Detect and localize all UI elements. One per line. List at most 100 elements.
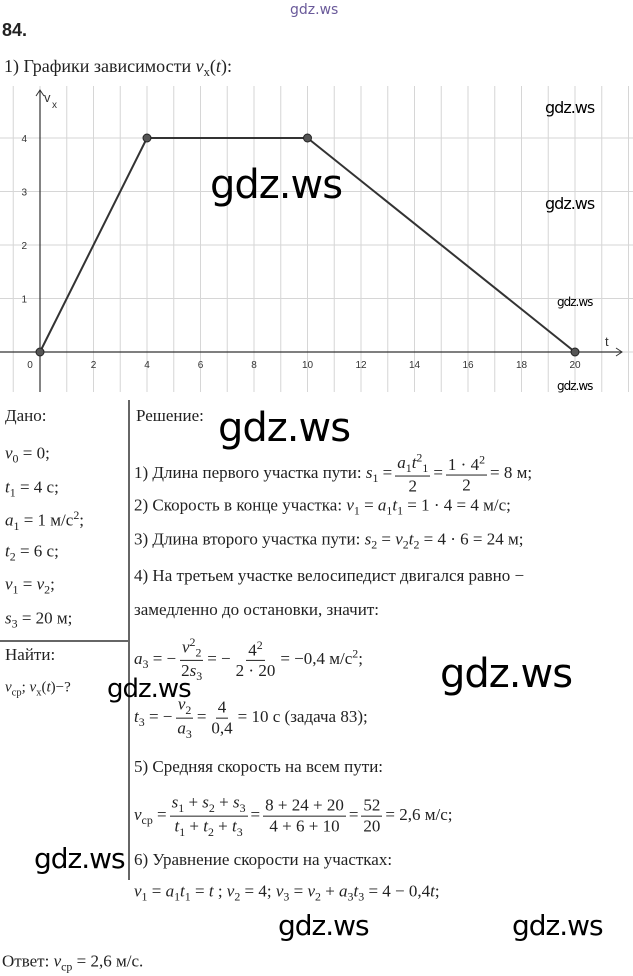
- y-axis-arrow: [35, 89, 45, 97]
- text: ;: [21, 679, 30, 696]
- math-variable: t: [411, 453, 417, 473]
- math-variable: v: [395, 529, 403, 549]
- text: 4 + 6 + 10: [269, 816, 340, 836]
- x-axis-label: t: [605, 334, 609, 349]
- superscript: 2: [189, 634, 196, 649]
- fraction-denominator: t1 + t2 + t3: [172, 817, 244, 840]
- text: = 6 с;: [15, 541, 59, 561]
- x-tick-label: 8: [251, 360, 257, 371]
- text: )−?: [50, 679, 71, 696]
- text: 2) Скорость в конце участка:: [134, 495, 347, 515]
- fraction-denominator: a3: [175, 719, 193, 742]
- problem-number: 84.: [2, 20, 28, 40]
- subscript: 3: [347, 889, 354, 904]
- data-point: [35, 347, 45, 357]
- text: = −: [144, 706, 173, 726]
- solution-line: v1 = a1t1 = t ; v2 = 4; v3 = v2 + a3t3 =…: [134, 881, 440, 904]
- solution-line: 6) Уравнение скорости на участках:: [134, 850, 392, 870]
- watermark: gdz.ws: [545, 98, 595, 117]
- watermark: gdz.ws: [218, 405, 351, 451]
- math-variable: s: [364, 529, 372, 549]
- velocity-segment: [39, 137, 148, 353]
- subscript: 1: [174, 889, 181, 904]
- subscript: 3: [283, 889, 290, 904]
- text: = −0,4 м/с: [280, 648, 353, 668]
- math-variable: v: [134, 804, 142, 824]
- fraction-numerator: 8 + 24 + 20: [263, 796, 346, 817]
- text: 0,4: [211, 718, 233, 738]
- math-variable: t: [174, 816, 180, 836]
- text: = 4 − 0,4: [364, 881, 431, 901]
- solution-line: замедленно до остановки, значит:: [134, 600, 379, 620]
- watermark: gdz.ws: [512, 909, 604, 942]
- data-point: [303, 133, 312, 143]
- y-tick-label: 3: [21, 188, 27, 199]
- math-variable: a: [134, 648, 143, 668]
- text: = 4 · 6 = 24 м;: [419, 529, 524, 549]
- fraction-numerator: s1 + s2 + s3: [169, 792, 248, 817]
- math-variable: v: [53, 951, 62, 971]
- text: =: [378, 462, 393, 482]
- text: 2 · 20: [235, 661, 276, 681]
- math-variable: v: [29, 679, 37, 696]
- site-header-watermark: gdz.ws: [290, 2, 339, 18]
- text: ): [220, 55, 227, 76]
- text: = 2,6 м/с.: [72, 951, 144, 971]
- y-tick-label: 1: [21, 295, 27, 306]
- text: (: [41, 679, 47, 696]
- math-variable: v: [195, 55, 204, 76]
- text: 5) Средняя скорость на всем пути:: [134, 757, 384, 776]
- math-variable: v: [226, 881, 235, 901]
- text: +: [185, 816, 204, 836]
- subscript: 1: [9, 485, 16, 500]
- text: 52: [363, 795, 381, 815]
- text: ;: [213, 881, 227, 901]
- text: 4: [217, 697, 227, 717]
- fraction: v22 2s3: [179, 634, 204, 684]
- math-variable: s: [5, 608, 12, 628]
- x-tick-label: 6: [198, 360, 204, 371]
- subscript: 1: [386, 503, 393, 518]
- text: +: [214, 792, 233, 812]
- given-line: t1 = 4 с;: [5, 477, 59, 500]
- text: 2: [408, 476, 418, 496]
- math-variable: t: [5, 541, 10, 561]
- math-variable: t: [5, 477, 10, 497]
- text: = 1 · 4 = 4 м/с;: [403, 495, 511, 515]
- given-line: v1 = v2;: [5, 574, 55, 597]
- math-variable: t: [134, 706, 139, 726]
- solution-line: t3 = − v2 a3 = 4 0,4 = 10 с (задача 83);: [134, 695, 368, 742]
- math-variable: t: [232, 816, 237, 836]
- text: = 4;: [240, 881, 276, 901]
- x-tick-label: 18: [516, 360, 528, 371]
- text: =: [433, 462, 443, 482]
- math-variable: v: [5, 679, 12, 696]
- fraction-numerator: a1t21: [395, 451, 431, 477]
- subscript: 3: [185, 726, 192, 741]
- y-tick-label: 2: [21, 241, 27, 252]
- text: = 4 с;: [15, 477, 59, 497]
- given-line: t2 = 6 с;: [5, 541, 59, 564]
- subscript: 3: [138, 715, 145, 730]
- text: 1) Длина первого участка пути:: [134, 462, 366, 482]
- given-line: v0 = 0;: [5, 443, 50, 466]
- find-line: vср; vx(t)−?: [5, 680, 71, 699]
- subscript: ср: [11, 687, 22, 699]
- subscript: 2: [195, 645, 202, 660]
- subscript: 2: [413, 537, 420, 552]
- text: 1) Графики зависимости: [4, 55, 196, 76]
- fraction-numerator: v22: [179, 634, 204, 662]
- x-axis-arrow: [615, 347, 623, 357]
- subscript: 1: [179, 824, 186, 839]
- solution-line: 1) Длина первого участка пути: s1 = a1t21…: [134, 451, 532, 497]
- math-variable: a: [397, 453, 406, 473]
- given-line: a1 = 1 м/с2;: [5, 508, 84, 534]
- fraction-numerator: 1 · 42: [445, 452, 488, 476]
- text: = 2,6 м/с;: [385, 804, 453, 824]
- find-title: Найти:: [5, 645, 56, 664]
- text: = 10 с (задача 83);: [237, 706, 368, 726]
- solution-line: 2) Скорость в конце участка: v1 = a1t1 =…: [134, 495, 511, 518]
- watermark: gdz.ws: [34, 842, 126, 875]
- math-variable: v: [307, 881, 315, 901]
- text: 1 · 4: [447, 454, 480, 474]
